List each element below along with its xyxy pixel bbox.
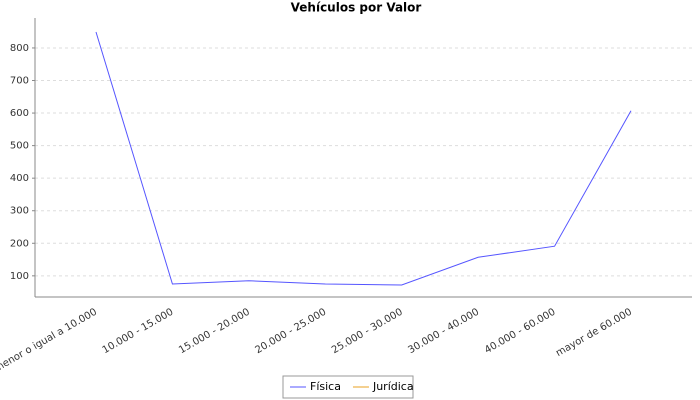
series-line: [95, 31, 632, 286]
x-tick-label: menor o igual a 10.000: [0, 307, 99, 375]
legend-box: [282, 375, 414, 399]
chart-title: Vehículos por Valor: [291, 1, 422, 15]
x-tick-label: 25.000 - 30.000: [330, 307, 405, 357]
legend-label: Jurídica: [372, 380, 414, 393]
x-tick-label: mayor de 60.000: [554, 307, 634, 359]
legend-label: Física: [310, 380, 341, 393]
x-tick-label: 30.000 - 40.000: [406, 307, 481, 357]
y-tick-label: 700: [10, 76, 29, 87]
y-tick-label: 300: [10, 206, 29, 217]
y-tick-label: 800: [10, 43, 29, 54]
y-tick-label: 200: [10, 238, 29, 249]
x-tick-label: 10.000 - 15.000: [101, 307, 176, 357]
y-tick-label: 400: [10, 173, 29, 184]
x-tick-label: 40.000 - 60.000: [483, 307, 558, 357]
y-tick-label: 100: [10, 271, 29, 282]
legend: Física Jurídica: [282, 375, 414, 399]
y-tick-label: 500: [10, 141, 29, 152]
y-tick-label: 600: [10, 108, 29, 119]
x-tick-label: 20.000 - 25.000: [254, 307, 329, 357]
x-tick-label: 15.000 - 20.000: [177, 307, 252, 357]
